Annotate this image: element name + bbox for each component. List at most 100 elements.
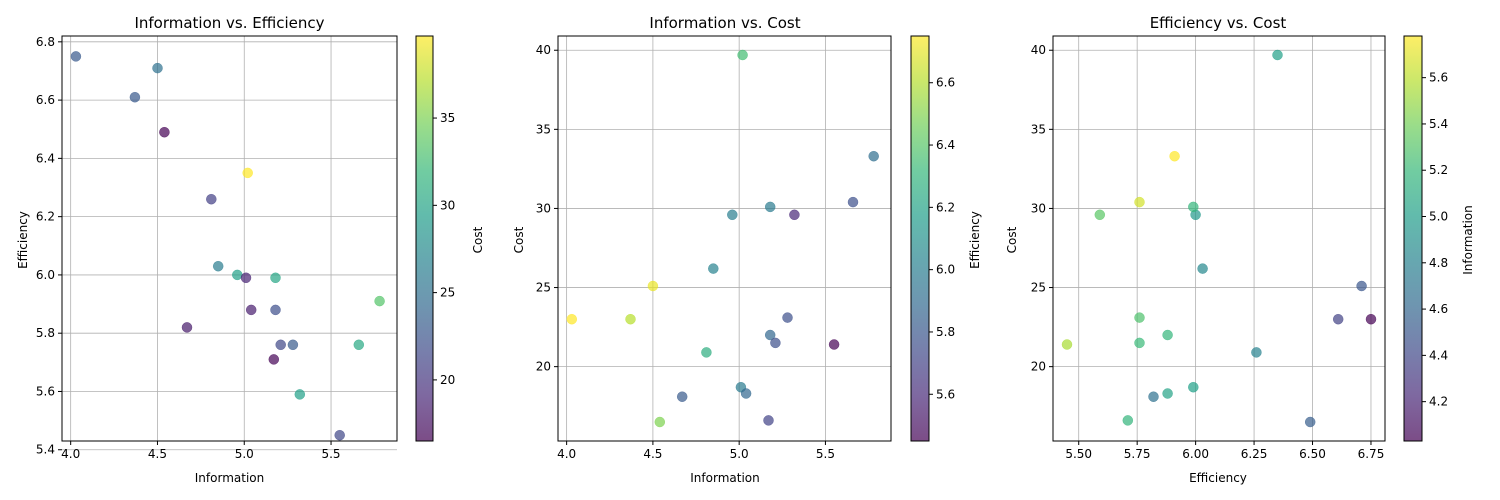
data-point [701,347,712,358]
colorbar-tick-label: 4.2 [1429,395,1448,409]
data-point [70,51,82,62]
colorbar-tick-label: 6.0 [936,263,955,277]
data-point [1251,347,1262,358]
x-axis-label: Efficiency [1189,471,1247,485]
data-point [625,313,636,325]
data-point [782,312,793,323]
colorbar-tick-label: 6.4 [936,138,955,152]
y-tick-label: 40 [1031,43,1046,57]
plot-frame [1052,35,1386,442]
data-point [727,209,738,221]
x-tick-label: 6.00 [1182,447,1209,461]
data-point [654,416,666,428]
colorbar-tick-label: 6.2 [936,200,955,214]
data-point [764,201,776,213]
data-point [1148,391,1159,402]
data-point [374,295,385,307]
data-point [789,209,800,221]
colorbar-tick-label: 25 [440,286,455,300]
x-tick-label: 4.0 [61,447,80,461]
data-point [676,391,688,402]
chart-title: Information vs. Cost [649,14,800,32]
colorbar-tick-label: 5.2 [1429,163,1448,177]
y-tick-label: 6.4 [36,151,55,165]
colorbar-tick-label: 5.0 [1429,210,1448,224]
colorbar-label: Cost [471,226,485,253]
data-point [647,280,659,292]
y-tick-label: 20 [536,360,551,374]
data-point [1197,263,1208,274]
x-tick-label: 4.5 [643,447,662,461]
data-point [740,388,752,399]
colorbar-label: Efficiency [968,211,982,269]
data-point [566,313,578,325]
colorbar-frame [415,35,434,442]
y-tick-label: 5.8 [36,326,55,340]
data-point [1188,201,1199,213]
y-tick-label: 40 [536,43,551,57]
plot-frame [557,35,892,442]
y-tick-label: 6.8 [36,35,55,49]
x-tick-label: 6.25 [1241,447,1268,461]
data-point [270,272,281,284]
x-tick-label: 5.0 [235,447,254,461]
y-tick-label: 5.4 [36,443,55,457]
x-tick-label: 6.50 [1299,447,1326,461]
data-point [770,337,781,349]
colorbar [911,36,929,441]
y-tick-label: 6.2 [36,210,55,224]
y-tick-label: 25 [536,281,551,295]
chart-title: Efficiency vs. Cost [1150,14,1287,32]
data-point [294,389,306,400]
x-axis-label: Information [195,471,264,485]
y-tick-label: 30 [536,201,551,215]
x-tick-label: 5.0 [730,447,749,461]
colorbar-tick-label: 20 [440,373,455,387]
data-point [240,272,252,284]
y-tick-label: 6.6 [36,93,55,107]
x-axis-label: Information [690,471,759,485]
data-point [868,150,879,162]
data-point [1134,312,1145,323]
x-tick-label: 5.5 [321,447,340,461]
colorbar-tick-label: 5.4 [1429,117,1448,131]
data-point [206,193,217,205]
data-point [129,91,141,103]
data-point [152,62,163,74]
y-axis-label: Cost [1005,226,1019,253]
colorbar-label: Information [1461,205,1475,274]
data-point [159,126,170,138]
data-point [287,339,299,351]
y-tick-label: 30 [1031,201,1046,215]
x-tick-label: 6.75 [1358,447,1385,461]
colorbar-tick-label: 5.6 [1429,71,1448,85]
x-tick-label: 4.5 [148,447,167,461]
chart-information-vs-cost: Information vs. Cost Information Cost Ef… [512,14,982,485]
colorbar [1404,36,1422,441]
data-point [275,339,286,351]
data-point [334,429,345,441]
data-point [847,196,859,208]
data-point [737,49,748,61]
y-tick-label: 20 [1031,360,1046,374]
data-point [1122,415,1134,426]
data-point [1304,416,1316,428]
x-tick-label: 5.5 [816,447,835,461]
chart-efficiency-vs-cost: Efficiency vs. Cost Efficiency Cost Info… [1005,14,1475,485]
data-point [212,260,224,272]
data-point [1162,388,1173,399]
data-point [181,322,193,333]
y-axis-label: Cost [512,226,526,253]
data-point [270,304,281,316]
data-point [353,339,365,351]
data-point [268,354,280,365]
data-point [763,415,774,426]
data-point [245,304,257,316]
chart-information-vs-efficiency: Information vs. Efficiency Information E… [16,14,485,485]
y-tick-label: 35 [1031,122,1046,136]
x-tick-label: 4.0 [557,447,576,461]
y-tick-label: 25 [1031,281,1046,295]
data-point [1162,329,1173,341]
data-point [1188,381,1199,393]
